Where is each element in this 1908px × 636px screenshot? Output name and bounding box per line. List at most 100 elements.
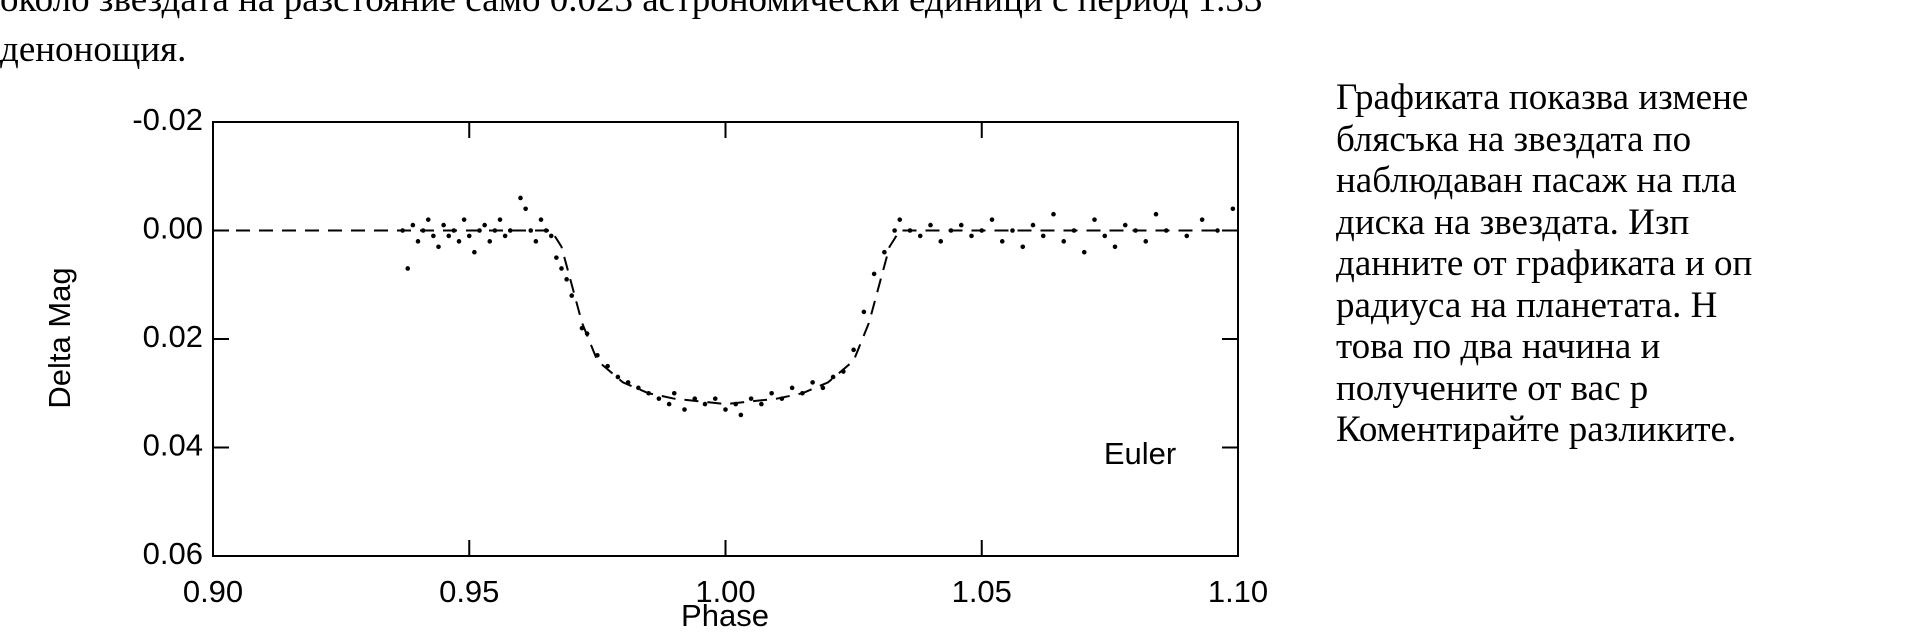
data-point	[897, 217, 903, 222]
data-point	[400, 228, 405, 233]
data-point	[938, 239, 944, 244]
chart: Euler Phase Delta Mag 0.90 0.95 1.00 1.05 1.…	[42, 102, 1268, 633]
plot-frame	[212, 121, 1239, 557]
data-point	[625, 380, 631, 385]
data-point	[451, 228, 457, 233]
text-line: Коментирайте разликите.	[1336, 409, 1737, 450]
data-point	[1061, 239, 1067, 244]
data-point	[518, 195, 523, 201]
data-point	[958, 222, 964, 228]
x-tick-label: 0.90	[183, 574, 243, 609]
data-point	[441, 222, 446, 228]
data-point	[1030, 222, 1036, 228]
data-point	[882, 249, 887, 255]
data-point	[969, 233, 974, 239]
text-line: диска на звездата. Изп	[1336, 201, 1690, 243]
data-point	[559, 266, 564, 271]
data-point	[702, 401, 708, 407]
data-point	[425, 217, 431, 222]
data-point	[759, 401, 764, 407]
data-point	[1143, 239, 1149, 244]
data-point	[892, 228, 897, 233]
data-point	[769, 390, 774, 396]
data-point	[1153, 211, 1159, 217]
y-tick-label: 0.04	[143, 428, 203, 463]
data-point	[646, 390, 651, 396]
data-point	[538, 217, 544, 222]
data-point	[851, 347, 856, 353]
data-point	[810, 380, 815, 385]
data-point	[579, 325, 585, 331]
data-point	[456, 239, 462, 244]
data-point	[554, 255, 559, 260]
data-point	[820, 385, 826, 391]
data-point	[528, 228, 534, 233]
x-tick-label: 0.95	[439, 574, 499, 609]
x-tick-label: 1.10	[1208, 574, 1268, 609]
y-axis-label: Delta Mag	[42, 267, 77, 408]
data-point	[1215, 228, 1220, 233]
data-point	[492, 228, 498, 233]
model-line	[213, 229, 1238, 406]
data-point	[584, 331, 590, 336]
data-point	[507, 228, 513, 233]
data-point	[830, 374, 836, 380]
data-point	[682, 407, 687, 412]
data-point	[533, 239, 539, 244]
data-point	[636, 385, 641, 391]
data-point	[461, 217, 467, 222]
text-line: данните от графиката и оп	[1336, 243, 1753, 284]
y-tick-label: -0.02	[132, 102, 203, 137]
data-point	[917, 233, 923, 239]
data-point	[1163, 228, 1169, 233]
data-point	[671, 390, 677, 396]
data-point	[543, 228, 549, 233]
data-point	[692, 396, 698, 401]
text-line: радиуса на планетата. Н	[1336, 284, 1718, 326]
text-line: блясъка на звездата по	[1336, 118, 1692, 160]
data-point	[564, 277, 569, 282]
data-point	[523, 206, 528, 212]
data-point	[1040, 233, 1046, 239]
data-point	[733, 401, 739, 407]
data-point	[1071, 228, 1077, 233]
data-point	[979, 228, 985, 233]
data-point	[748, 396, 754, 401]
data-point	[989, 217, 995, 222]
text-line: денонощия.	[0, 29, 187, 70]
data-point	[1020, 244, 1026, 250]
data-point	[548, 233, 554, 239]
data-point	[800, 390, 805, 396]
data-point	[472, 249, 477, 255]
data-point	[420, 228, 426, 233]
data-point	[738, 412, 744, 418]
data-point	[1122, 222, 1128, 228]
data-point	[431, 233, 436, 239]
data-point	[861, 309, 867, 315]
data-point	[1092, 217, 1097, 222]
data-point	[723, 407, 728, 412]
data-point	[497, 217, 503, 222]
data-point	[605, 363, 610, 369]
x-tick-label: 1.05	[952, 574, 1012, 609]
x-tick-label: 1.00	[695, 574, 755, 609]
y-tick-label: 0.06	[143, 536, 203, 571]
y-tick-label: 0.00	[143, 211, 203, 246]
data-point	[615, 374, 621, 380]
data-point	[779, 396, 785, 401]
data-point	[405, 266, 411, 271]
data-point	[446, 233, 452, 239]
data-point	[712, 396, 718, 401]
data-point	[482, 222, 487, 228]
data-point	[569, 293, 575, 298]
data-point	[948, 228, 954, 233]
data-point	[502, 233, 508, 239]
data-point	[1199, 217, 1205, 222]
data-point	[436, 244, 441, 250]
data-point	[999, 239, 1005, 244]
text-line: около звездата на разстояние само 0.023 …	[0, 0, 1262, 21]
data-point	[1081, 249, 1087, 255]
data-point	[1230, 206, 1236, 212]
data-point	[871, 271, 877, 277]
